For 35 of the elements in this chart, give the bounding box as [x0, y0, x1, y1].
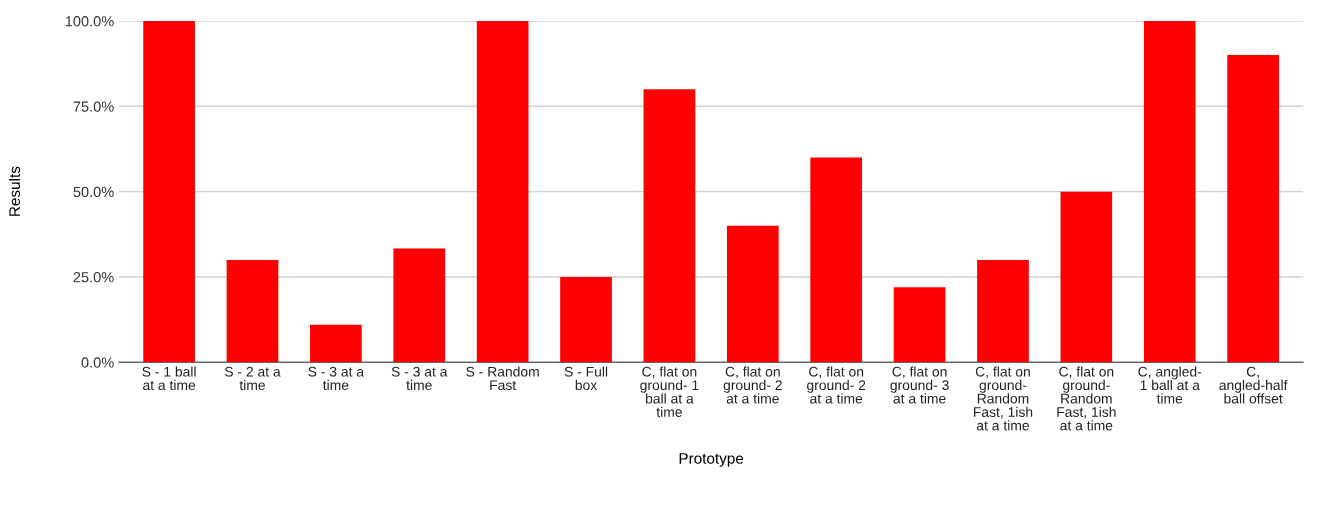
x-tick-label: S - Random Fast [466, 366, 539, 391]
x-tick-label: S - 3 at a time [308, 366, 365, 391]
bar [560, 276, 612, 363]
x-tick-label: C, flat on ground-Random Fast, 1ish at a time [1057, 366, 1116, 431]
y-tick-label: 25.0% [73, 272, 114, 283]
x-tick-label: C, flat on ground- 1 ball at a time [640, 366, 699, 417]
bar [226, 259, 279, 363]
x-tick-label: C, flat on ground-Random Fast, 1ish at a time [974, 366, 1033, 431]
bar [643, 89, 696, 363]
y-tick-label: 0.0% [81, 357, 114, 368]
x-tick-label: S - 1 ball at a time [142, 366, 196, 391]
bar [810, 157, 863, 363]
x-tick-label: C, flat on ground- 2 at a time [807, 366, 866, 404]
y-tick-label: 75.0% [73, 101, 114, 112]
bar [476, 21, 529, 363]
bar [1143, 21, 1196, 363]
bar [1060, 191, 1113, 363]
bar [393, 248, 446, 363]
bar [726, 225, 779, 363]
x-tick-label: S - 3 at a time [391, 366, 448, 391]
y-tick-label: 100.0% [65, 16, 114, 27]
x-axis-title: Prototype [679, 453, 744, 467]
x-tick-label: C, angled-half ball offset [1219, 366, 1288, 404]
bar [893, 287, 946, 363]
x-tick-label: C, flat on ground- 2 at a time [723, 366, 782, 404]
x-tick-label: S - 2 at a time [224, 366, 281, 391]
bar [143, 21, 195, 363]
x-tick-label: C, angled- 1 ball at a time [1138, 366, 1202, 404]
bar [310, 324, 362, 363]
bar [1227, 55, 1279, 363]
y-tick-label: 50.0% [73, 186, 114, 198]
x-tick-label: S - Full box [564, 366, 608, 391]
bar [977, 259, 1029, 363]
y-axis-title: Results [8, 166, 21, 216]
x-tick-label: C, flat on ground- 3 at a time [890, 366, 949, 404]
